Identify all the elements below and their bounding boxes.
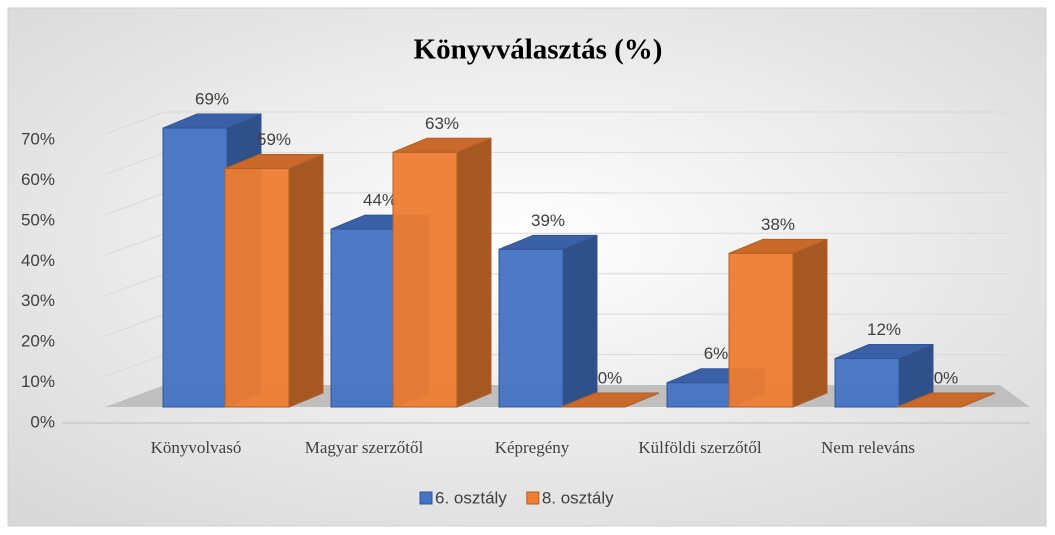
bar-face (224, 167, 290, 408)
y-tick-label: 60% (21, 170, 55, 189)
bar (392, 137, 492, 408)
data-label: 63% (425, 114, 459, 133)
legend-swatch (526, 491, 540, 505)
chart-title: Könyvválasztás (%) (414, 34, 663, 66)
bar (560, 392, 660, 408)
x-tick-label: Magyar szerzőtől (305, 438, 424, 457)
y-tick-label: 20% (21, 332, 55, 351)
y-tick-label: 30% (21, 291, 55, 310)
bar-face (792, 238, 828, 408)
y-tick-label: 0% (30, 412, 55, 431)
bar-face (834, 357, 900, 408)
x-tick-label: Nem releváns (821, 438, 915, 457)
bar-face (392, 151, 458, 408)
x-tick-label: Képregény (495, 438, 570, 457)
bar-face (560, 392, 660, 408)
data-label: 6% (704, 344, 729, 363)
bar-face (288, 153, 324, 408)
bar-face (162, 127, 228, 408)
bar (834, 343, 934, 408)
x-tick-label: Könyvolvasó (151, 438, 242, 457)
data-label: 0% (934, 368, 959, 387)
data-label: 69% (195, 90, 229, 109)
x-tick-label: Külföldi szerzőtől (638, 438, 761, 457)
data-label: 38% (761, 215, 795, 234)
bar-face (896, 392, 996, 408)
legend-label: 6. osztály (435, 488, 507, 507)
bar (224, 153, 324, 408)
legend-swatch (419, 491, 433, 505)
y-tick-label: 70% (21, 129, 55, 148)
bar-face (330, 228, 396, 408)
data-label: 0% (598, 368, 623, 387)
legend-label: 8. osztály (542, 488, 614, 507)
bar (896, 392, 996, 408)
bar (728, 238, 828, 408)
bar-face (498, 248, 564, 408)
grid-line (104, 111, 1010, 135)
bar-face (562, 234, 598, 408)
bar-face (728, 252, 794, 408)
data-label: 12% (867, 320, 901, 339)
y-tick-label: 40% (21, 251, 55, 270)
bar-face (456, 137, 492, 408)
data-label: 39% (531, 211, 565, 230)
bar (498, 234, 598, 408)
y-tick-label: 50% (21, 210, 55, 229)
bar-face (666, 382, 732, 408)
data-label: 44% (363, 191, 397, 210)
y-tick-label: 10% (21, 372, 55, 391)
data-label: 59% (257, 130, 291, 149)
